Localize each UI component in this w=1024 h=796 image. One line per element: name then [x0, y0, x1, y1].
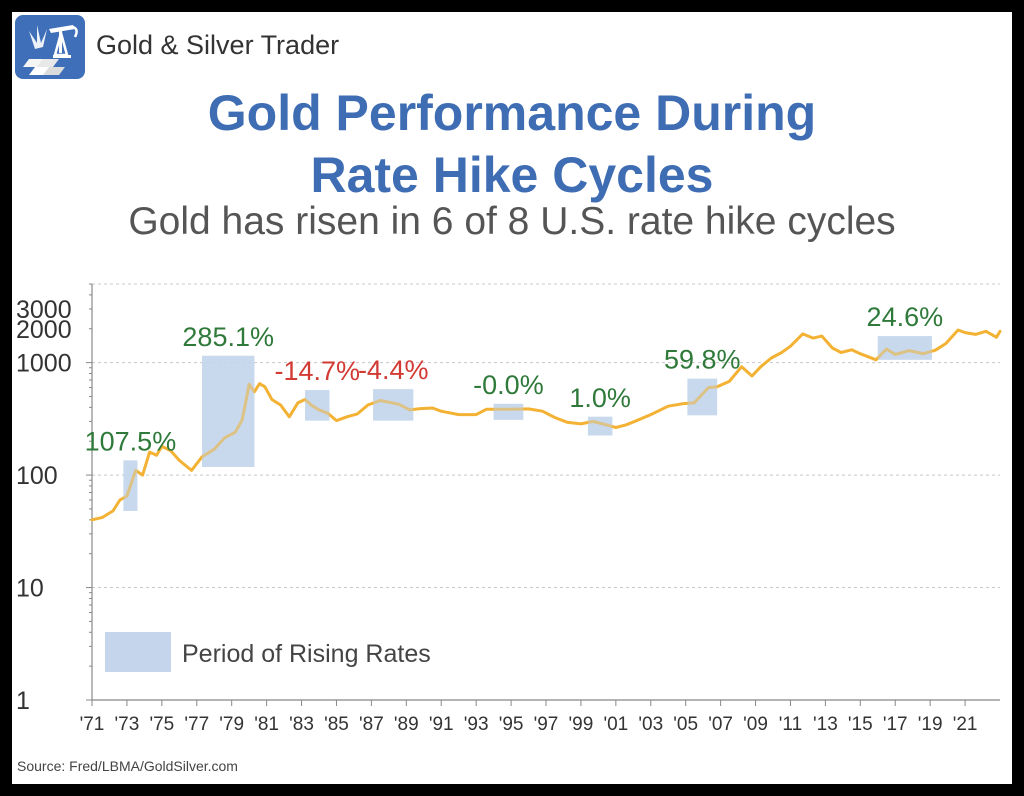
rising-rate-period-overlay: [305, 390, 329, 421]
x-tick-label: '93: [464, 714, 489, 735]
x-tick-label: '97: [534, 714, 559, 735]
y-tick-label: 100: [16, 462, 58, 490]
period-change-label: 24.6%: [867, 302, 944, 332]
x-tick-label: '85: [324, 714, 349, 735]
x-tick-label: '13: [813, 714, 838, 735]
rising-rate-period-overlay: [687, 379, 717, 416]
period-change-label: 285.1%: [182, 322, 274, 352]
x-tick-label: '87: [359, 714, 384, 735]
x-tick-label: '11: [779, 714, 802, 735]
period-change-label: 1.0%: [569, 383, 631, 413]
x-tick-label: '09: [743, 714, 768, 735]
x-tick-label: '83: [289, 714, 314, 735]
x-tick-label: '73: [115, 714, 140, 735]
y-tick-label: 3000: [16, 296, 72, 324]
chart-frame: Gold & Silver Trader Gold Performance Du…: [0, 0, 1024, 796]
x-tick-label: '75: [149, 714, 174, 735]
source-note: Source: Fred/LBMA/GoldSilver.com: [17, 758, 238, 774]
x-tick-label: '95: [499, 714, 524, 735]
x-tick-label: '91: [429, 714, 454, 735]
rising-rate-period-overlay: [123, 460, 137, 511]
x-tick-label: '19: [918, 714, 943, 735]
period-change-label: 59.8%: [664, 345, 741, 375]
x-tick-label: '99: [569, 714, 594, 735]
period-change-label: -4.4%: [358, 355, 429, 385]
x-tick-label: '03: [638, 714, 663, 735]
x-tick-label: '71: [80, 714, 105, 735]
legend-swatch: [105, 632, 171, 672]
rising-rate-period-overlay: [202, 356, 254, 467]
x-tick-label: '07: [708, 714, 733, 735]
x-tick-label: '01: [603, 714, 628, 735]
x-tick-label: '79: [219, 714, 244, 735]
rising-rate-period-overlay: [494, 404, 524, 420]
legend-label: Period of Rising Rates: [182, 640, 431, 668]
rising-rate-period-overlay: [373, 389, 413, 420]
x-tick-label: '05: [673, 714, 698, 735]
rising-rate-period-overlay: [878, 336, 932, 360]
x-tick-label: '77: [184, 714, 209, 735]
x-tick-label: '17: [883, 714, 908, 735]
y-tick-label: 1000: [16, 350, 72, 378]
x-tick-label: '15: [848, 714, 873, 735]
x-tick-label: '21: [953, 714, 978, 735]
period-change-label: 107.5%: [85, 426, 177, 456]
x-tick-label: '89: [394, 714, 419, 735]
y-tick-label: 1: [16, 687, 30, 715]
y-tick-label: 10: [16, 575, 44, 603]
period-change-label: -14.7%: [274, 356, 360, 386]
x-tick-label: '81: [254, 714, 279, 735]
period-change-label: -0.0%: [473, 370, 544, 400]
rising-rate-period-overlay: [588, 417, 612, 436]
